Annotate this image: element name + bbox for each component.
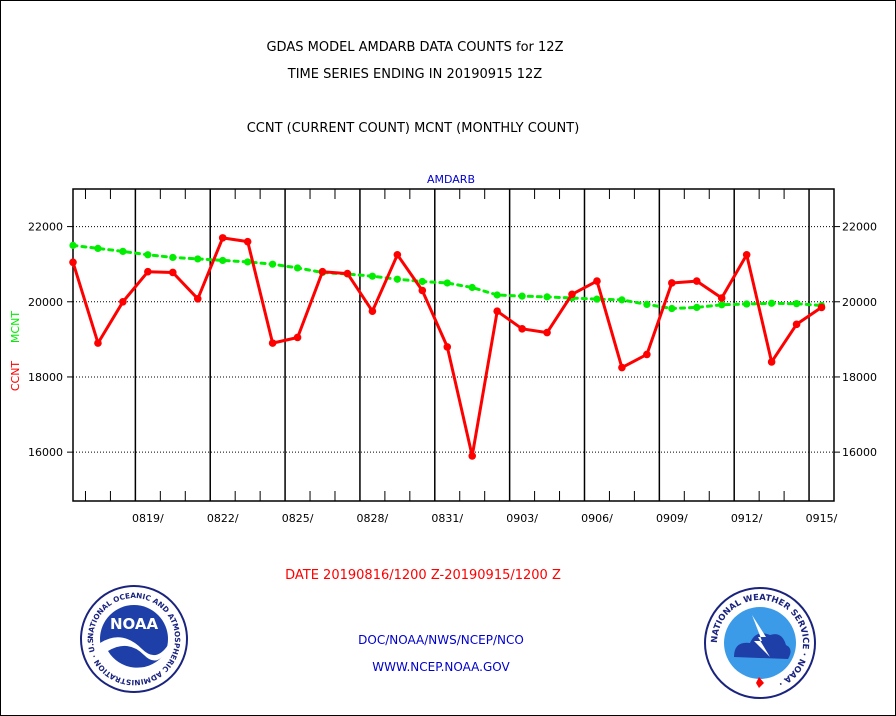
- y-tick-label-left: 16000: [28, 446, 63, 459]
- plot-area: 16000 16000 18000 18000 20000 20000 22000 22000…: [28, 188, 877, 525]
- x-tick-label: 0909/: [656, 512, 688, 525]
- x-tick-label: 0915/: [806, 512, 838, 525]
- ccnt-point: [418, 286, 427, 295]
- date-range-label: DATE 20190816/1200 Z-20190915/1200 Z: [285, 568, 561, 583]
- y-tick-label-right: 18000: [842, 371, 877, 384]
- ccnt-point: [618, 363, 626, 372]
- mcnt-point: [393, 275, 401, 283]
- mcnt-point: [668, 304, 676, 313]
- y-tick-label-right: 22000: [842, 221, 877, 234]
- nws-logo: NATIONAL WEATHER SERVICE · NOAA ·: [704, 587, 816, 699]
- plot-title: AMDARB: [427, 173, 475, 186]
- ccnt-point: [144, 267, 152, 276]
- mcnt-point: [119, 247, 127, 255]
- ccnt-point: [368, 307, 377, 315]
- mcnt-point: [468, 283, 476, 292]
- ccnt-point: [268, 339, 277, 347]
- y-label-ccnt: CCNT: [9, 361, 22, 392]
- x-tick-label: 0819/: [132, 512, 164, 525]
- ccnt-point: [393, 250, 402, 259]
- chart-title-line1: GDAS MODEL AMDARB DATA COUNTS for 12Z: [266, 40, 563, 55]
- mcnt-point: [293, 264, 302, 272]
- y-tick-label-left: 18000: [28, 371, 63, 384]
- mcnt-point: [94, 244, 102, 252]
- chart-subtitle: CCNT (CURRENT COUNT) MCNT (MONTHLY COUNT…: [247, 121, 580, 136]
- mcnt-point: [618, 296, 626, 304]
- mcnt-point: [643, 300, 651, 309]
- x-tick-label: 0828/: [357, 512, 389, 525]
- x-tick-label: 0912/: [731, 512, 763, 525]
- ccnt-point: [643, 350, 651, 359]
- mcnt-point: [493, 291, 501, 299]
- url-label: WWW.NCEP.NOAA.GOV: [372, 660, 510, 674]
- noaa-logo-text: NOAA: [110, 615, 159, 633]
- mcnt-point: [169, 253, 177, 262]
- x-tick-label: 0831/: [431, 512, 463, 525]
- mcnt-point: [593, 295, 601, 303]
- ccnt-point: [817, 303, 826, 312]
- ccnt-point: [742, 250, 751, 259]
- mcnt-point: [144, 251, 152, 259]
- mcnt-point: [269, 260, 277, 268]
- y-tick-label-left: 20000: [28, 296, 63, 309]
- mcnt-point: [244, 258, 252, 266]
- mcnt-point: [718, 301, 726, 309]
- y-tick-label-left: 22000: [28, 221, 63, 234]
- ccnt-point: [692, 277, 701, 285]
- mcnt-point: [693, 303, 701, 312]
- ccnt-point: [119, 297, 127, 306]
- x-tick-label: 0906/: [581, 512, 613, 525]
- x-tick-label: 0825/: [282, 512, 314, 525]
- x-tick-label: 0822/: [207, 512, 239, 525]
- ccnt-point: [443, 343, 452, 351]
- mcnt-point: [792, 300, 801, 308]
- ccnt-point: [543, 328, 551, 337]
- x-tick-label: 0903/: [506, 512, 538, 525]
- ccnt-point: [593, 277, 601, 285]
- mcnt-point: [194, 255, 202, 263]
- ccnt-point: [668, 279, 676, 287]
- mcnt-point: [543, 293, 551, 301]
- ccnt-point: [94, 339, 102, 347]
- chart-title-line2: TIME SERIES ENDING IN 20190915 12Z: [287, 67, 543, 82]
- mcnt-point: [418, 277, 426, 286]
- y-axis-labels: CCNT MCNT: [9, 311, 22, 391]
- ccnt-point: [318, 267, 327, 276]
- ccnt-point: [69, 258, 77, 267]
- ccnt-point: [193, 294, 202, 303]
- plot-frame: [72, 188, 835, 502]
- y-tick-label-right: 20000: [842, 296, 877, 309]
- mcnt-point: [368, 272, 377, 280]
- ccnt-point: [767, 358, 776, 366]
- mcnt-point: [768, 299, 776, 307]
- ccnt-point: [468, 452, 477, 460]
- y-label-mcnt: MCNT: [9, 311, 22, 343]
- ccnt-point: [343, 269, 352, 278]
- mcnt-point: [219, 256, 227, 265]
- ccnt-point: [243, 237, 252, 246]
- mcnt-line: [71, 243, 823, 311]
- mcnt-point: [69, 241, 77, 249]
- mcnt-point: [518, 292, 526, 300]
- ccnt-point: [293, 333, 302, 342]
- ccnt-point: [518, 325, 526, 333]
- ccnt-point: [218, 234, 227, 242]
- ccnt-point: [169, 268, 177, 277]
- noaa-logo: NOAA NATIONAL OCEANIC AND ATMOSPHERIC AD…: [80, 585, 188, 693]
- ccnt-point: [717, 294, 726, 302]
- ccnt-point: [792, 320, 801, 329]
- ccnt-point: [493, 307, 501, 315]
- ccnt-point: [568, 290, 576, 299]
- credit-label: DOC/NOAA/NWS/NCEP/NCO: [358, 633, 524, 647]
- y-tick-label-right: 16000: [842, 446, 877, 459]
- mcnt-point: [443, 279, 451, 287]
- mcnt-point: [743, 300, 751, 308]
